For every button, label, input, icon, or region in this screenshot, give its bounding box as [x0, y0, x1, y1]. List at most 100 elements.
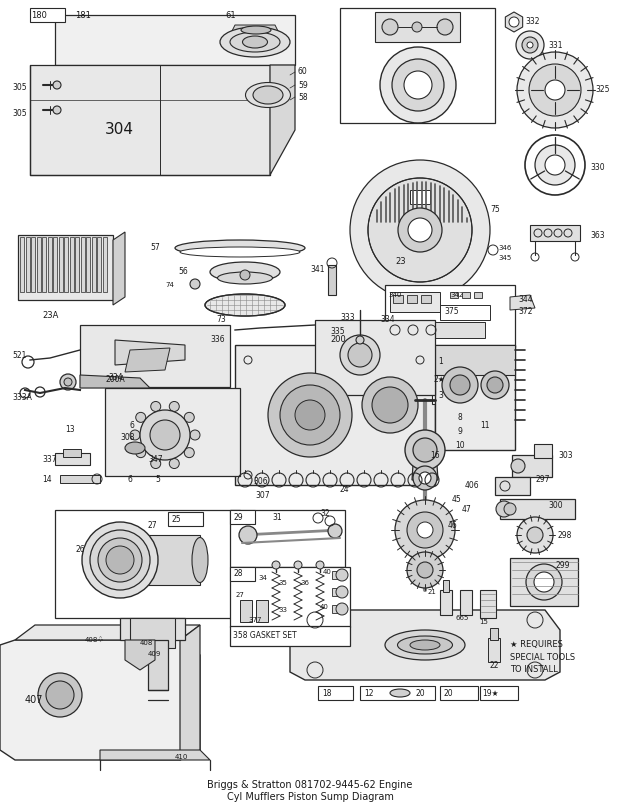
- Bar: [440, 686, 478, 700]
- Bar: [410, 190, 430, 204]
- Bar: [37, 237, 40, 292]
- Bar: [432, 389, 454, 404]
- Text: 375: 375: [444, 308, 459, 317]
- Text: 57: 57: [150, 244, 160, 253]
- Circle shape: [46, 681, 74, 709]
- Circle shape: [368, 178, 472, 282]
- Circle shape: [516, 31, 544, 59]
- Text: 331: 331: [548, 40, 562, 49]
- Circle shape: [348, 343, 372, 367]
- Text: 6: 6: [128, 475, 133, 484]
- Text: 32: 32: [320, 509, 330, 518]
- Ellipse shape: [205, 294, 285, 316]
- Bar: [92, 237, 95, 292]
- Text: 6: 6: [130, 420, 135, 429]
- Polygon shape: [100, 750, 210, 760]
- Text: 34: 34: [258, 575, 267, 581]
- Bar: [55, 453, 90, 465]
- Text: 406: 406: [465, 480, 480, 489]
- Bar: [120, 618, 185, 640]
- Text: 300: 300: [548, 501, 562, 509]
- Bar: [432, 355, 454, 370]
- Circle shape: [82, 522, 158, 598]
- Text: 36: 36: [300, 580, 309, 586]
- Polygon shape: [125, 348, 170, 372]
- Text: 11: 11: [480, 420, 490, 429]
- Ellipse shape: [125, 442, 145, 454]
- Text: 408♧: 408♧: [85, 637, 105, 643]
- Bar: [332, 588, 340, 596]
- Bar: [230, 510, 345, 567]
- Bar: [145, 535, 200, 585]
- Bar: [443, 580, 449, 592]
- Bar: [462, 292, 470, 298]
- Text: 409: 409: [148, 651, 161, 657]
- Text: 303: 303: [558, 450, 573, 459]
- Ellipse shape: [246, 83, 291, 108]
- Circle shape: [407, 512, 443, 548]
- Bar: [69, 237, 74, 292]
- Bar: [460, 590, 472, 615]
- Polygon shape: [125, 640, 155, 670]
- Text: 60: 60: [298, 67, 308, 76]
- Bar: [31, 237, 35, 292]
- Bar: [480, 590, 496, 618]
- Circle shape: [450, 375, 470, 395]
- Bar: [20, 237, 24, 292]
- Polygon shape: [401, 101, 411, 111]
- Text: 74: 74: [165, 282, 174, 288]
- Circle shape: [511, 459, 525, 473]
- Polygon shape: [290, 610, 560, 680]
- Text: 27: 27: [148, 521, 157, 530]
- Circle shape: [90, 530, 150, 590]
- Circle shape: [527, 42, 533, 48]
- Text: 307: 307: [255, 492, 270, 501]
- Bar: [60, 475, 100, 483]
- Circle shape: [150, 420, 180, 450]
- Circle shape: [417, 522, 433, 538]
- Circle shape: [268, 373, 352, 457]
- Bar: [393, 295, 403, 303]
- Circle shape: [545, 80, 565, 100]
- Bar: [534, 444, 552, 458]
- Circle shape: [151, 402, 161, 411]
- Text: 8: 8: [458, 413, 463, 423]
- Circle shape: [38, 673, 82, 717]
- Bar: [97, 237, 101, 292]
- Ellipse shape: [218, 272, 273, 284]
- Text: 35: 35: [278, 580, 287, 586]
- Ellipse shape: [210, 262, 280, 282]
- Circle shape: [64, 378, 72, 386]
- Text: 308: 308: [120, 433, 135, 441]
- Bar: [340, 8, 495, 123]
- Bar: [18, 235, 113, 300]
- Ellipse shape: [410, 640, 440, 650]
- Text: 336: 336: [210, 335, 224, 344]
- Circle shape: [395, 500, 455, 560]
- Text: 344: 344: [518, 296, 533, 305]
- Ellipse shape: [253, 86, 283, 104]
- Bar: [480, 686, 518, 700]
- Ellipse shape: [230, 32, 280, 52]
- Circle shape: [380, 47, 456, 123]
- Text: Briggs & Stratton 081702-9445-62 Engine
Cyl Mufflers Piston Sump Diagram: Briggs & Stratton 081702-9445-62 Engine …: [207, 780, 413, 802]
- Bar: [474, 292, 482, 298]
- Text: 58: 58: [298, 92, 308, 101]
- Circle shape: [184, 412, 194, 422]
- Circle shape: [362, 377, 418, 433]
- Text: 337: 337: [42, 455, 56, 464]
- Bar: [530, 225, 580, 241]
- Text: 25: 25: [172, 514, 182, 523]
- Text: 1: 1: [438, 357, 443, 366]
- Polygon shape: [0, 640, 200, 760]
- Text: 3: 3: [438, 391, 443, 400]
- Text: 13: 13: [65, 425, 74, 434]
- Text: 23A: 23A: [42, 310, 58, 319]
- Circle shape: [372, 387, 408, 423]
- Bar: [63, 449, 81, 457]
- Bar: [328, 265, 336, 295]
- Polygon shape: [180, 625, 200, 760]
- Bar: [440, 305, 490, 320]
- Text: 19★: 19★: [482, 688, 498, 697]
- Bar: [64, 237, 68, 292]
